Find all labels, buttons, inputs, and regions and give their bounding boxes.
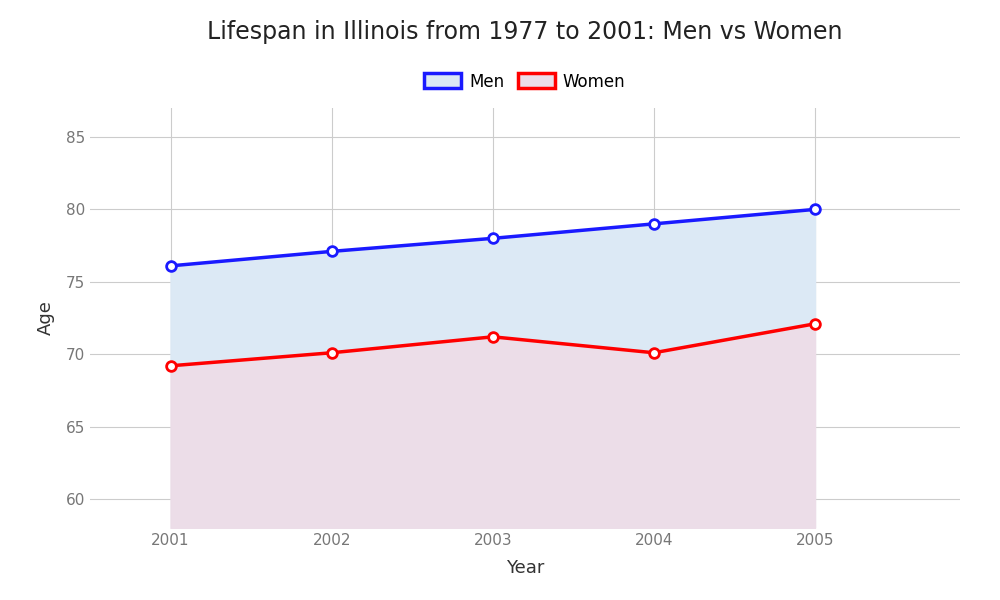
Legend: Men, Women: Men, Women (418, 66, 632, 97)
Title: Lifespan in Illinois from 1977 to 2001: Men vs Women: Lifespan in Illinois from 1977 to 2001: … (207, 20, 843, 44)
Y-axis label: Age: Age (37, 301, 55, 335)
X-axis label: Year: Year (506, 559, 544, 577)
